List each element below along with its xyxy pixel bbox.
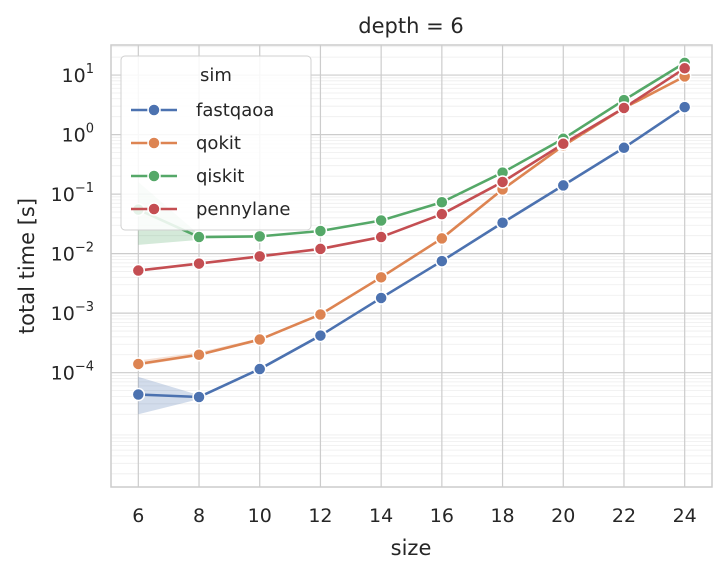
pennylane-point [495,175,510,189]
x-tick-label: 22 [612,505,636,527]
fastqaoa-point [374,291,388,305]
qiskit-point [374,213,388,228]
qokit-point [435,231,449,246]
pennylane-legend-label: pennylane [196,199,290,220]
qiskit-line [137,61,686,239]
pennylane-point [313,242,328,256]
fastqaoa-point [617,141,631,155]
legend-title: sim [200,65,232,86]
minor-gridlines [111,46,712,475]
y-tick-label: 10−2 [51,241,94,266]
x-tick-label: 8 [193,505,205,527]
x-tick-label: 16 [430,505,454,527]
pennylane-point [677,61,692,76]
qiskit-point [313,224,328,238]
fastqaoa-point [313,328,328,343]
x-tick-label: 14 [369,505,393,527]
fastqaoa-point [495,216,510,230]
pennylane-point [435,207,449,221]
qiskit-legend-marker [147,169,161,183]
y-tick-label: 10−1 [51,181,94,206]
series-lines [137,61,686,399]
qiskit-point [252,229,267,244]
legend: sim fastqaoa qokit qiskit pennylane [120,55,312,231]
x-tick-label: 10 [248,505,272,527]
y-tick-label: 10−4 [51,360,94,385]
qokit-point [374,270,388,285]
fastqaoa-point [131,387,146,402]
qokit-legend-marker [147,136,161,150]
y-tick-labels: 10−4 10−3 10−2 10−1 100 101 [51,62,94,385]
qiskit-legend-label: qiskit [196,166,244,187]
fastqaoa-legend-label: fastqaoa [196,100,274,121]
fastqaoa-legend-marker [147,103,161,117]
y-tick-label: 10−3 [51,300,94,325]
x-tick-labels: 6 8 10 12 14 16 18 20 22 24 [132,505,697,527]
qokit-point [192,348,206,362]
qiskit-point [435,195,449,209]
qokit-point [131,357,146,371]
fastqaoa-point [556,178,571,193]
y-axis-label: total time [s] [15,198,39,334]
qokit-point [252,332,267,347]
pennylane-line [137,66,686,272]
qokit-legend-label: qokit [196,133,241,154]
x-tick-label: 6 [132,505,144,527]
y-tick-label: 101 [62,62,94,87]
pennylane-point [131,263,146,278]
pennylane-point [374,230,388,244]
x-tick-label: 18 [490,505,514,527]
x-tick-label: 12 [308,505,332,527]
fastqaoa-point [252,362,267,376]
qokit-point [313,307,328,322]
fastqaoa-point [677,100,692,114]
pennylane-point [617,101,631,115]
pennylane-legend-marker [147,202,161,216]
fastqaoa-point [435,254,449,268]
series-markers [131,56,692,404]
fastqaoa-line [137,105,686,399]
plot-frame [110,44,713,488]
x-axis-label: size [391,536,432,560]
legend-box [120,55,312,231]
chart-title: depth = 6 [358,14,463,38]
pennylane-point [252,249,267,264]
y-tick-label: 100 [62,122,94,147]
fastqaoa-point [192,390,206,404]
x-tick-label: 24 [673,505,697,527]
x-tick-label: 20 [551,505,575,527]
pennylane-point [556,137,571,151]
qiskit-point [192,230,206,244]
pennylane-point [192,256,206,271]
